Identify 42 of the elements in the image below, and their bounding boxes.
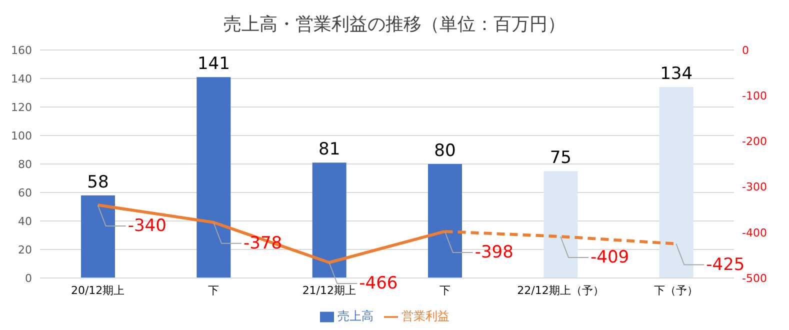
data-label: -378 <box>244 233 282 254</box>
x-tick-label: 21/12期上 <box>302 284 356 297</box>
bar <box>312 162 346 278</box>
chart-title: 売上高・営業利益の推移（単位：百万円） <box>222 13 566 36</box>
data-label: -340 <box>128 216 166 236</box>
y-tick-label: 120 <box>11 100 32 114</box>
legend-label: 売上高 <box>338 309 374 323</box>
data-label: -409 <box>590 248 630 268</box>
x-tick-label: 下（予） <box>654 284 698 297</box>
y2-tick-label: -500 <box>742 272 767 285</box>
data-label: 80 <box>434 141 456 161</box>
data-label: 58 <box>87 172 109 192</box>
y-tick-label: 160 <box>11 44 32 57</box>
y-tick-label: 20 <box>18 243 32 256</box>
y2-tick-label: -200 <box>742 135 767 148</box>
y2-tick-label: -400 <box>742 226 767 240</box>
data-label: 141 <box>197 54 230 74</box>
y-tick-label: 60 <box>18 186 32 200</box>
y-tick-label: 0 <box>25 272 32 285</box>
data-label: -466 <box>359 273 398 294</box>
y-tick-label: 80 <box>18 158 32 171</box>
data-label: -425 <box>706 254 745 275</box>
y2-tick-label: 0 <box>742 44 749 57</box>
data-label: 134 <box>660 64 693 84</box>
bar <box>428 164 462 278</box>
y-tick-label: 40 <box>18 214 32 228</box>
y-tick-label: 140 <box>11 72 32 86</box>
x-tick-label: 22/12期上（予） <box>517 284 604 297</box>
x-tick-label: 20/12期上 <box>70 284 125 297</box>
bar <box>81 195 115 278</box>
y2-tick-label: -300 <box>742 180 767 194</box>
y-tick-label: 100 <box>11 129 32 142</box>
data-label: -398 <box>474 242 514 262</box>
bar <box>196 77 231 278</box>
x-tick-label: 下 <box>439 284 450 297</box>
bar <box>659 87 694 278</box>
x-tick-label: 下 <box>208 284 219 297</box>
y2-tick-label: -100 <box>742 90 767 103</box>
bar <box>544 171 578 278</box>
data-label: 75 <box>550 148 572 168</box>
legend-label: 営業利益 <box>402 309 450 323</box>
data-label: 81 <box>318 140 340 160</box>
